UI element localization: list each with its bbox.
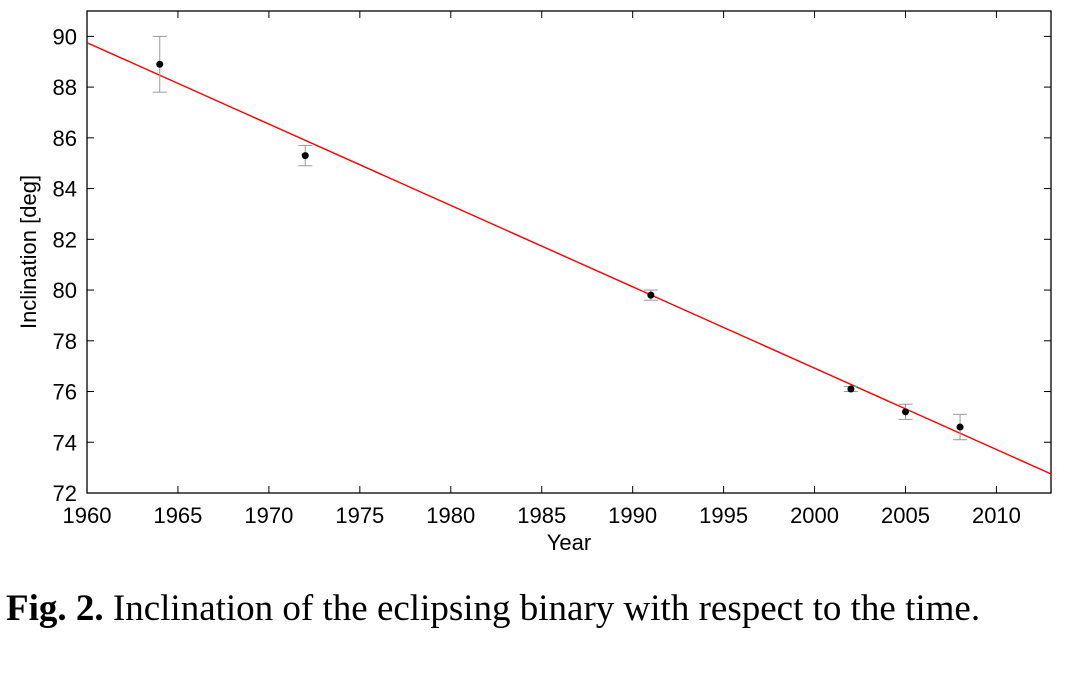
x-tick-label: 1985 [517,503,566,528]
x-axis-ticks: 1960 1965 1970 1975 1980 1985 1990 1995 2000 2005… [63,11,1021,528]
y-tick-label: 72 [53,481,77,506]
y-tick-label: 90 [53,24,77,49]
y-tick-label: 76 [53,380,77,405]
x-tick-label: 1975 [335,503,384,528]
caption-text: Inclination of the eclipsing binary with… [112,588,981,629]
y-tick-label: 80 [53,278,77,303]
y-tick-label: 82 [53,227,77,252]
y-axis-label: Inclination [deg] [16,175,41,329]
y-tick-label: 78 [53,329,77,354]
x-tick-label: 2010 [972,503,1021,528]
y-tick-label: 74 [53,430,77,455]
x-tick-label: 1970 [244,503,293,528]
data-points-layer [156,60,964,431]
data-point [301,152,309,160]
caption-label: Fig. 2. [6,588,104,629]
data-point [156,60,164,68]
figure-caption: Fig. 2. Inclination of the eclipsing bin… [6,588,1062,630]
y-tick-label: 88 [53,75,77,100]
x-tick-label: 1995 [699,503,748,528]
data-point [956,423,964,431]
x-axis-label: Year [547,530,591,555]
x-tick-label: 1960 [63,503,112,528]
y-tick-label: 86 [53,126,77,151]
data-point [901,408,909,416]
x-tick-label: 1965 [153,503,202,528]
data-point [847,385,855,393]
fit-line [86,42,1052,475]
x-tick-label: 1990 [608,503,657,528]
y-axis-ticks: 72 74 76 78 80 82 84 86 88 90 [53,24,1051,506]
x-tick-label: 2000 [790,503,839,528]
x-tick-label: 2005 [881,503,930,528]
y-tick-label: 84 [53,177,77,202]
data-point [647,291,655,299]
plot-area [86,10,1052,494]
fit-line-layer [86,42,1052,475]
x-tick-label: 1980 [426,503,475,528]
